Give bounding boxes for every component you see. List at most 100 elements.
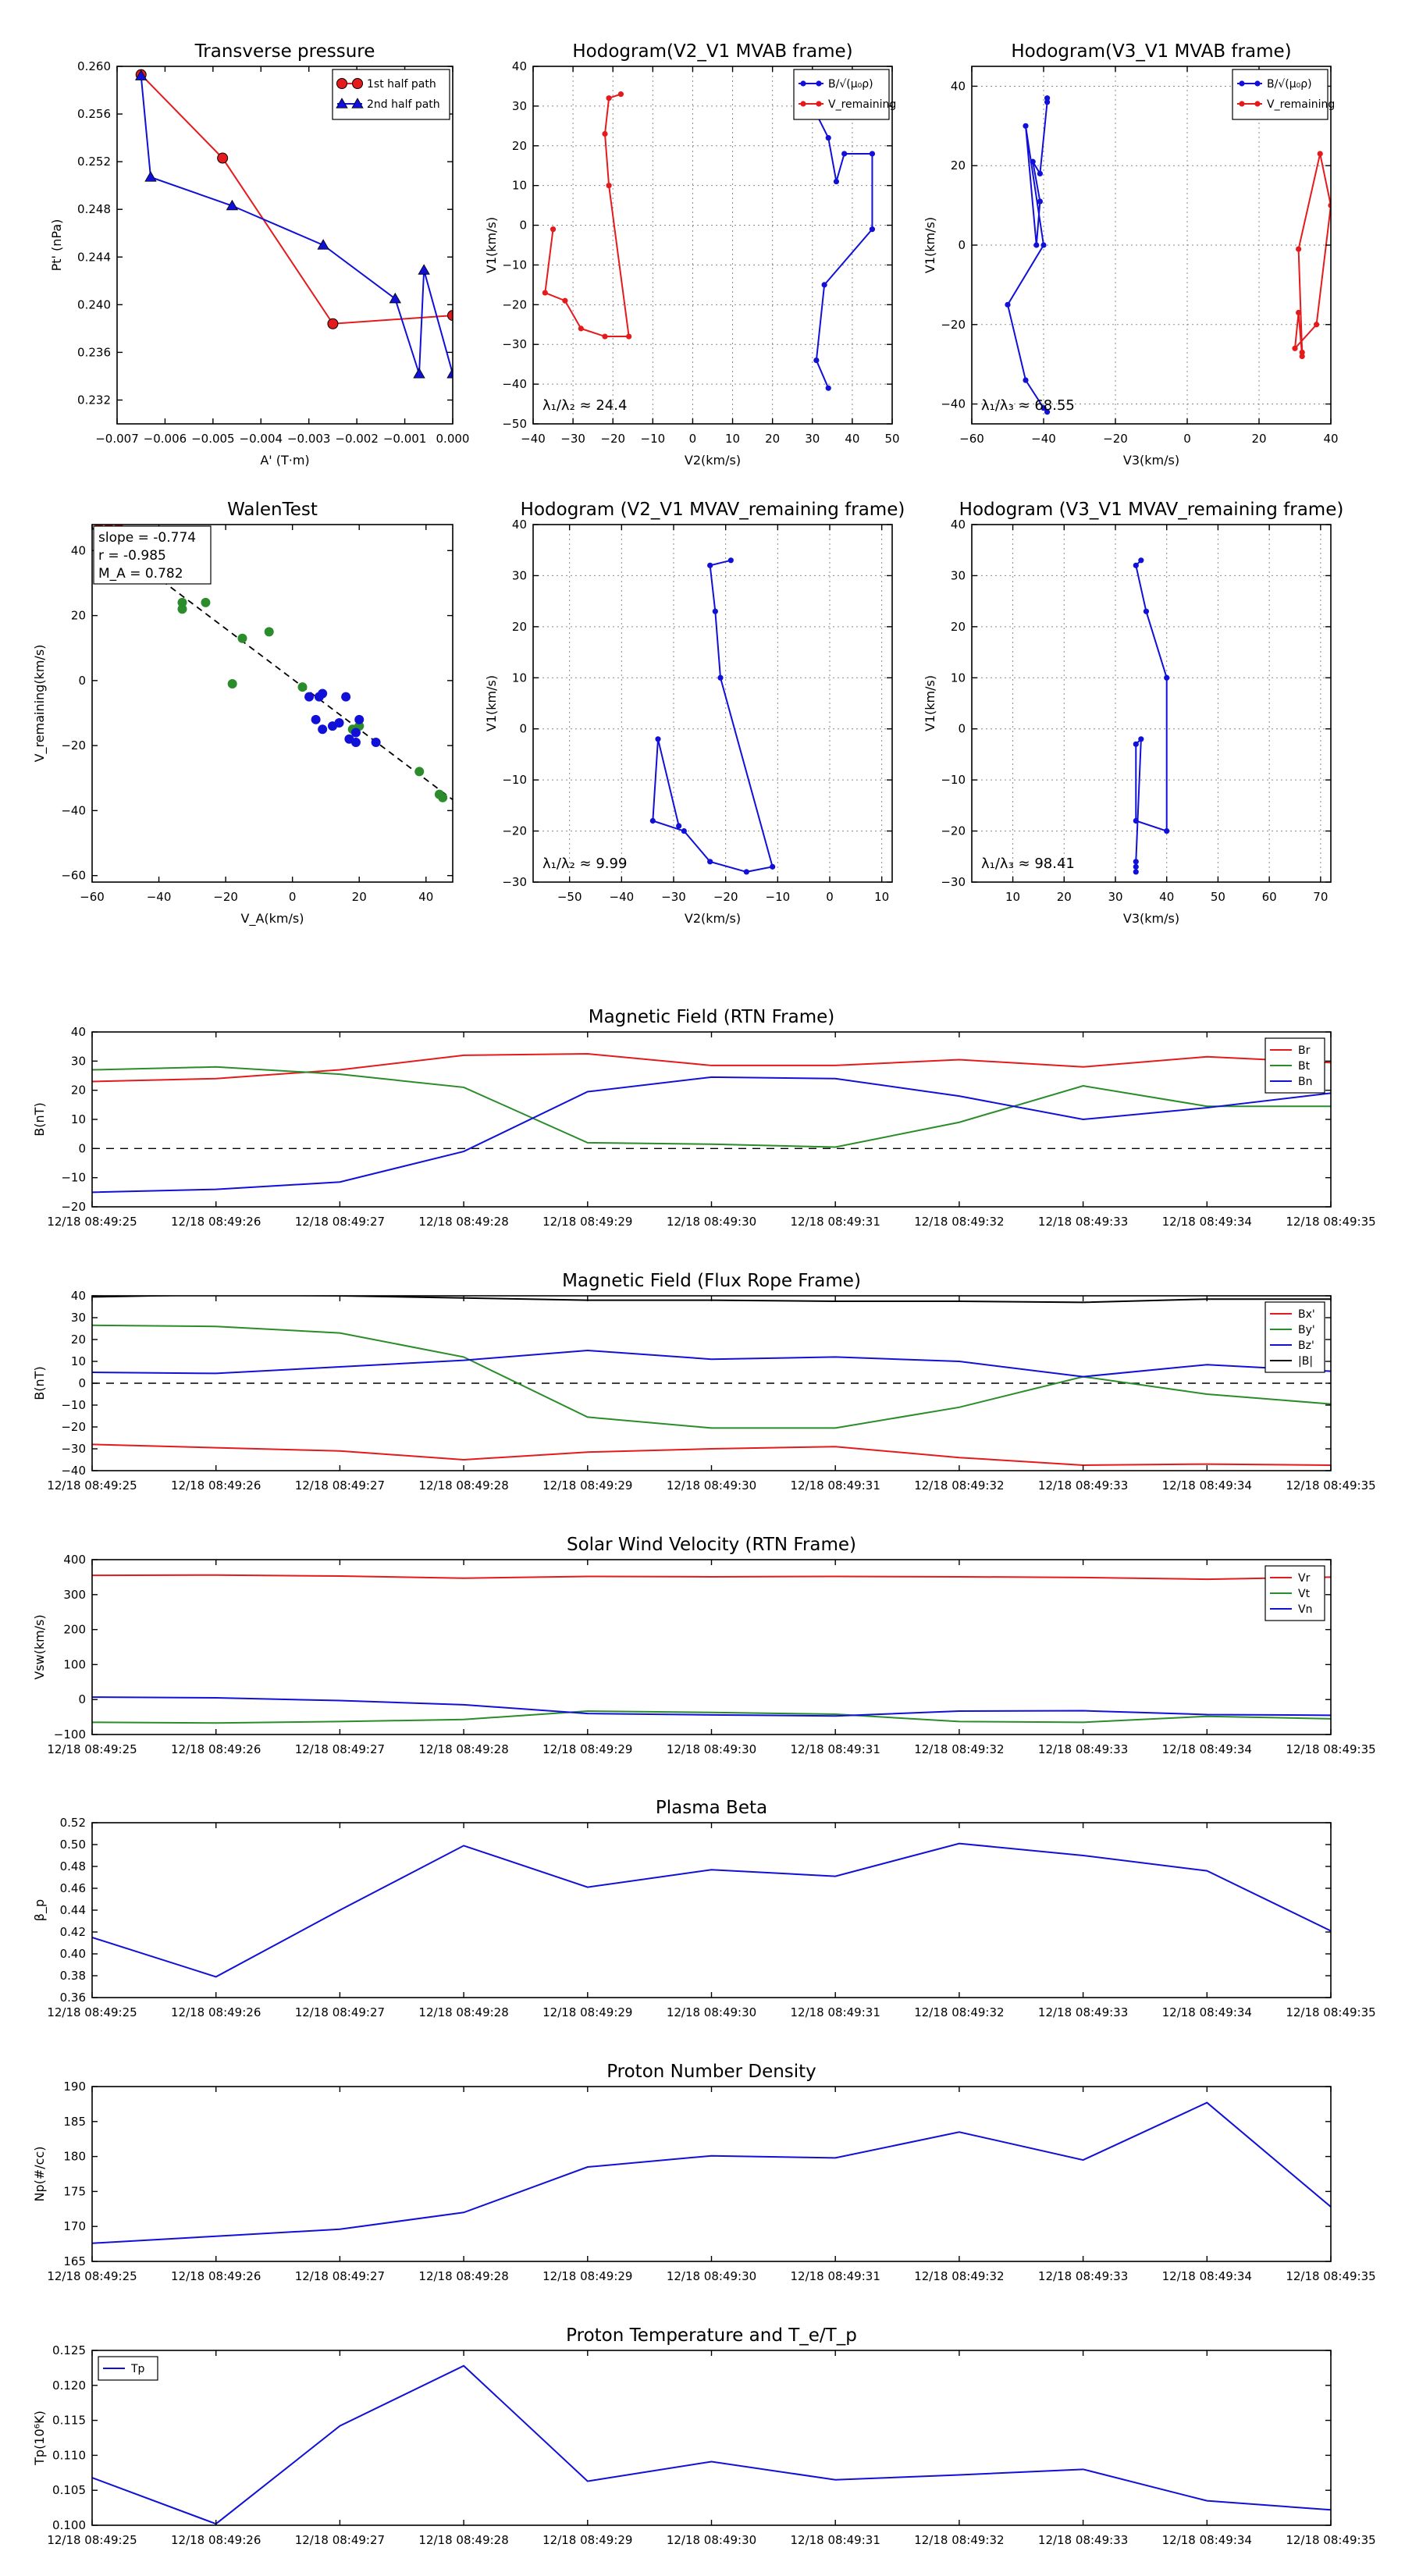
- y-tick-label: −10: [502, 258, 527, 272]
- series-B-: [1005, 95, 1051, 415]
- y-tick-label: 0: [958, 722, 966, 736]
- chart-title: Plasma Beta: [656, 1798, 767, 1818]
- y-tick-label: 165: [63, 2254, 86, 2268]
- y-tick-label: −20: [61, 1200, 86, 1214]
- data-point: [350, 737, 361, 747]
- series-line: [652, 559, 774, 873]
- legend-label: Vt: [1298, 1588, 1311, 1600]
- plot-frame: [532, 524, 893, 883]
- y-axis-label: Np(#/cc): [32, 2147, 47, 2202]
- y-axis-label: B(nT): [32, 1366, 47, 1400]
- legend-marker: [1239, 80, 1245, 87]
- x-tick-label: 12/18 08:49:30: [667, 1742, 756, 1756]
- x-tick-label: 12/18 08:49:34: [1162, 2533, 1252, 2547]
- y-tick-label: 170: [63, 2219, 86, 2233]
- chart-title: Magnetic Field (Flux Rope Frame): [562, 1271, 861, 1291]
- y-tick-label: 0.50: [60, 1838, 86, 1852]
- x-tick-label: 12/18 08:49:32: [914, 1742, 1004, 1756]
- legend: B/√(μ₀ρ) V_remaining: [1232, 69, 1335, 120]
- y-tick-label: 0.248: [77, 202, 111, 216]
- series-line-Bz: [92, 1349, 1331, 1378]
- chart-hodogram_v3v1_mvav: 10 20 30 40 50 60 70−30−20−10010203040Hodogram…: [923, 500, 1343, 926]
- x-tick-label: 12/18 08:49:28: [418, 2533, 508, 2547]
- data-point: [821, 282, 827, 288]
- data-point: [341, 692, 351, 702]
- series-line-Tp: [92, 2364, 1331, 2525]
- series-line: [140, 73, 453, 325]
- x-tick-label: 12/18 08:49:25: [47, 2005, 137, 2019]
- y-tick-label: 0.120: [52, 2379, 86, 2393]
- legend: Br Bt Bn: [1264, 1037, 1325, 1094]
- data-point: [1033, 242, 1040, 248]
- legend-marker: [800, 101, 806, 107]
- plot-frame: [116, 66, 454, 425]
- data-point: [1164, 827, 1170, 834]
- y-tick-label: 30: [71, 1054, 86, 1068]
- y-tick-label: 0: [78, 674, 86, 688]
- y-tick-label: 40: [71, 1025, 86, 1039]
- data-point: [707, 859, 713, 865]
- legend-marker: [351, 98, 364, 109]
- data-point: [1138, 557, 1144, 564]
- chart-hodogram_v2v1_mvab: −40 −30 −20 −10 0 10 20 30 40 50−50−40−30−20−1001…: [484, 41, 900, 468]
- data-point: [1133, 859, 1139, 865]
- y-tick-label: 0.236: [77, 345, 111, 359]
- x-tick-label: 12/18 08:49:30: [667, 1478, 756, 1493]
- plot-frame: [91, 1559, 1332, 1735]
- series-line: [1293, 153, 1331, 357]
- data-point: [318, 688, 328, 699]
- data-point: [649, 817, 656, 824]
- y-tick-label: 0.36: [60, 1991, 86, 2005]
- data-point: [304, 692, 315, 702]
- data-point: [1317, 151, 1323, 157]
- x-tick-label: 12/18 08:49:25: [47, 2533, 137, 2547]
- x-tick-label: 12/18 08:49:30: [667, 2533, 756, 2547]
- chart-title: Solar Wind Velocity (RTN Frame): [567, 1535, 856, 1555]
- x-tick-label: 30: [1108, 890, 1122, 904]
- x-tick-label: 12/18 08:49:28: [418, 1478, 508, 1493]
- series-line: [140, 76, 453, 375]
- data-point: [334, 717, 344, 728]
- y-tick-label: 20: [71, 609, 86, 623]
- plot-frame: [91, 1031, 1332, 1208]
- y-axis-label: V_remaining(km/s): [32, 645, 48, 763]
- y-tick-label: −30: [502, 337, 527, 351]
- data-point: [606, 183, 612, 189]
- series-line-Bn: [92, 1076, 1331, 1194]
- y-tick-label: 0: [519, 722, 527, 736]
- plot-frame: [971, 524, 1332, 883]
- chart-mag_rtn: 12/18 08:49:25 12/18 08:49:26 12/18 08:49:…: [32, 1007, 1376, 1229]
- chart-title: Transverse pressure: [194, 41, 375, 62]
- y-tick-label: 40: [71, 1289, 86, 1303]
- x-tick-label: 12/18 08:49:31: [791, 1478, 880, 1493]
- data-layer: [92, 1296, 1331, 1467]
- ratio-annotation: λ₁/λ₃ ≈ 98.41: [981, 856, 1075, 872]
- y-tick-label: 300: [63, 1588, 86, 1602]
- data-point: [717, 674, 724, 681]
- chart-hodogram_v2v1_mvav: −50 −40 −30 −20 −10 0 10 −30 −20 −10 0 10 20 30 40Hodo…: [484, 500, 905, 926]
- x-tick-label: 12/18 08:49:34: [1162, 1742, 1252, 1756]
- x-tick-label: 12/18 08:49:31: [791, 2533, 880, 2547]
- data-point: [813, 357, 820, 364]
- data-layer: [92, 1842, 1331, 1978]
- y-tick-label: 0.42: [60, 1925, 86, 1939]
- series-V-remaining: [1292, 151, 1331, 360]
- x-tick-label: 12/18 08:49:27: [295, 2005, 385, 2019]
- data-point: [201, 597, 211, 607]
- data-layer: [649, 557, 776, 875]
- y-tick-label: −20: [61, 1420, 86, 1434]
- y-axis-label: β_p: [32, 1899, 48, 1921]
- legend-marker: [1254, 80, 1261, 87]
- data-point: [297, 682, 308, 692]
- legend: B/√(μ₀ρ) V_remaining: [793, 69, 896, 120]
- legend-label: Bz': [1298, 1340, 1314, 1352]
- y-tick-label: 40: [512, 518, 527, 532]
- plot-frame: [91, 2350, 1332, 2526]
- data-point: [578, 326, 584, 332]
- y-tick-label: −20: [502, 297, 527, 311]
- y-tick-label: 20: [951, 158, 966, 173]
- x-tick-label: 12/18 08:49:33: [1038, 2269, 1128, 2283]
- y-tick-label: 190: [63, 2080, 86, 2094]
- legend-marker: [816, 80, 822, 87]
- x-axis-label: V_A(km/s): [241, 911, 304, 927]
